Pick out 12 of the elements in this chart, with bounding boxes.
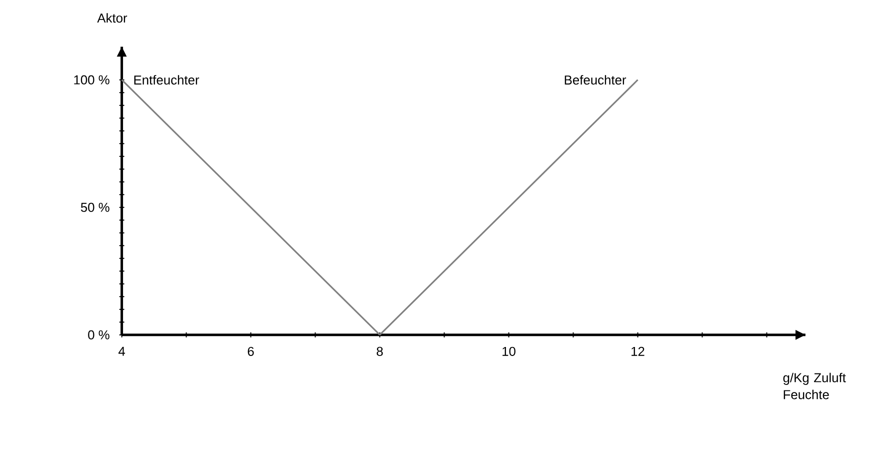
x-tick-label: 6 [248, 346, 254, 356]
x-tick-label: 4 [118, 346, 126, 356]
y-tick-label: 0 % [88, 330, 110, 340]
series-label: Entfeuchter [134, 75, 200, 85]
x-tick-label: 10 [502, 346, 516, 356]
x-tick-label: 8 [376, 346, 383, 356]
y-tick-label: 50 % [80, 202, 110, 212]
x-axis-title: g/Kg Zuluft Feuchte [783, 372, 846, 400]
x-tick-label: 12 [632, 346, 644, 356]
series-label: Befeuchter [564, 75, 626, 85]
y-axis-title: Aktor [97, 13, 128, 23]
y-tick-label: 100 % [74, 75, 110, 84]
